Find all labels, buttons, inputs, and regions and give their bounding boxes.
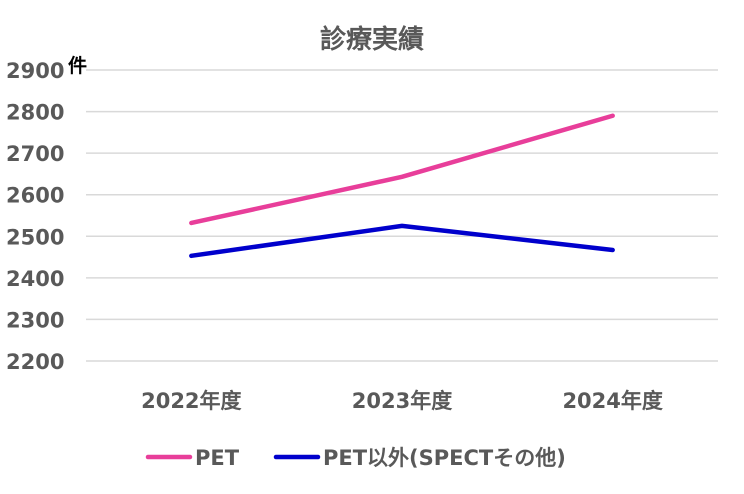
y-tick-label: 2500 bbox=[6, 225, 64, 249]
gridlines bbox=[86, 69, 718, 362]
chart-title: 診療実績 bbox=[320, 24, 424, 55]
x-tick-label: 2022年度 bbox=[141, 389, 241, 413]
series-line-0 bbox=[189, 113, 615, 226]
legend-label: PET以外(SPECTその他) bbox=[323, 446, 566, 470]
series-line-1 bbox=[189, 223, 615, 259]
y-tick-label: 2700 bbox=[6, 142, 64, 166]
y-tick-label: 2900 bbox=[6, 59, 64, 83]
legend: PET PET以外(SPECTその他) bbox=[145, 446, 566, 470]
x-tick-label: 2024年度 bbox=[562, 389, 662, 413]
y-tick-label: 2300 bbox=[6, 308, 64, 332]
legend-label: PET bbox=[195, 446, 240, 470]
x-tick-label: 2023年度 bbox=[352, 389, 452, 413]
y-tick-label: 2800 bbox=[6, 101, 64, 125]
y-tick-label: 2600 bbox=[6, 184, 64, 208]
y-tick-label: 2400 bbox=[6, 267, 64, 291]
y-axis-ticks: 2200 2300 2400 2500 2600 2700 2800 2900 bbox=[6, 59, 64, 374]
series-lines bbox=[189, 113, 615, 259]
y-axis-unit-label: 件 bbox=[68, 54, 87, 77]
x-axis-ticks: 2022年度 2023年度 2024年度 bbox=[141, 389, 663, 413]
y-tick-label: 2200 bbox=[6, 350, 64, 374]
